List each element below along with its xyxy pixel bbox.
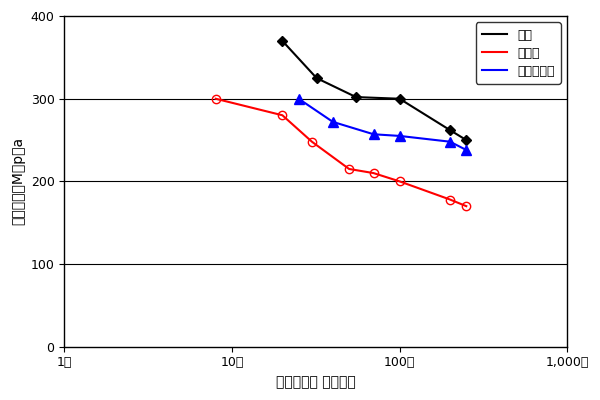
Y-axis label: 疲労強さ　M　p　a: 疲労強さ M p a [11, 137, 25, 226]
X-axis label: 繰返し回数 サイクル: 繰返し回数 サイクル [276, 375, 356, 389]
Legend: 原板, 未処理, ビーニング: 原板, 未処理, ビーニング [476, 22, 561, 84]
